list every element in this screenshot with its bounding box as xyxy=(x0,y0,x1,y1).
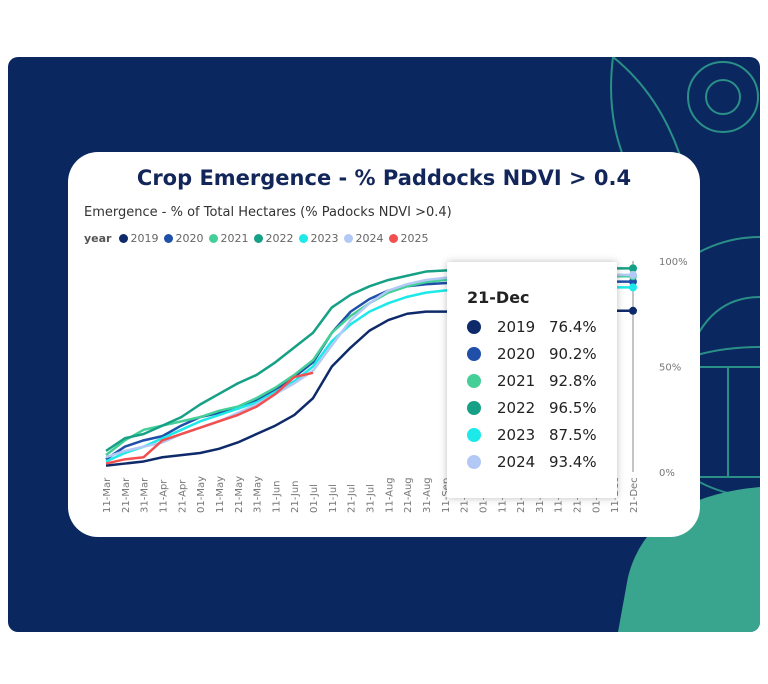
series-line-2025 xyxy=(105,371,314,465)
legend-label: 2025 xyxy=(400,232,429,245)
x-tick-label: 01-Jul xyxy=(309,484,320,513)
tooltip-year: 2020 xyxy=(497,345,536,363)
series-dot xyxy=(467,455,481,469)
x-tick-label: 01-May xyxy=(196,476,207,513)
y-tick-label: 100% xyxy=(659,257,688,268)
legend-label: 2022 xyxy=(265,232,294,245)
legend-dot xyxy=(119,234,129,243)
legend-label: 2020 xyxy=(175,232,204,245)
series-dot xyxy=(467,428,481,442)
legend-label: 2021 xyxy=(220,232,249,245)
tooltip-row: 2022 96.5% xyxy=(467,399,597,417)
legend-item-2022[interactable]: 2022 xyxy=(254,232,293,245)
legend-dot xyxy=(389,234,399,243)
y-tick-label: 50% xyxy=(659,363,681,374)
x-tick-label: 11-Jun xyxy=(271,480,282,513)
legend-title: year xyxy=(84,232,112,245)
x-tick-label: 11-Aug xyxy=(384,477,395,513)
legend-item-2023[interactable]: 2023 xyxy=(299,232,338,245)
x-tick-label: 31-Mar xyxy=(140,477,151,513)
x-tick-label: 21-May xyxy=(234,476,245,513)
legend: year 2019 2020 2021 2022 2023 2024 2025 xyxy=(84,232,428,245)
legend-dot xyxy=(299,234,309,243)
tooltip-row: 2019 76.4% xyxy=(467,318,597,336)
x-tick-label: 21-Apr xyxy=(177,479,188,513)
chart-title: Crop Emergence - % Paddocks NDVI > 0.4 xyxy=(136,166,632,190)
tooltip: 21-Dec 2019 76.4% 2020 90.2% 2021 92.8% 2022 96… xyxy=(447,262,617,498)
x-tick-label: 21-Aug xyxy=(403,477,414,513)
x-tick-label: 11-Apr xyxy=(158,479,169,513)
tooltip-value: 92.8% xyxy=(549,372,597,390)
legend-item-2024[interactable]: 2024 xyxy=(344,232,383,245)
legend-item-2021[interactable]: 2021 xyxy=(209,232,248,245)
x-tick-label: 21-Mar xyxy=(121,477,132,513)
legend-dot xyxy=(344,234,354,243)
tooltip-row: 2021 92.8% xyxy=(467,372,597,390)
tooltip-year: 2023 xyxy=(497,426,536,444)
tooltip-value: 93.4% xyxy=(549,453,597,471)
series-dot xyxy=(467,320,481,334)
x-tick-label: 11-May xyxy=(215,476,226,513)
legend-item-2020[interactable]: 2020 xyxy=(164,232,203,245)
x-tick-label: 21-Jun xyxy=(290,480,301,513)
x-tick-label: 31-May xyxy=(253,476,264,513)
y-tick-label: 0% xyxy=(659,468,675,479)
legend-dot xyxy=(254,234,264,243)
x-tick-label: 31-Aug xyxy=(422,477,433,513)
tooltip-row: 2020 90.2% xyxy=(467,345,597,363)
legend-label: 2019 xyxy=(130,232,159,245)
hover-point-2023 xyxy=(629,283,637,292)
x-tick-label: 21-Jul xyxy=(347,484,358,513)
legend-label: 2023 xyxy=(310,232,339,245)
series-dot xyxy=(467,347,481,361)
legend-dot xyxy=(209,234,219,243)
tooltip-row: 2024 93.4% xyxy=(467,453,597,471)
legend-item-2025[interactable]: 2025 xyxy=(389,232,428,245)
tooltip-year: 2019 xyxy=(497,318,536,336)
tooltip-year: 2022 xyxy=(497,399,536,417)
series-dot xyxy=(467,374,481,388)
tooltip-year: 2024 xyxy=(497,453,536,471)
hover-point-2020 xyxy=(629,277,637,286)
tooltip-value: 90.2% xyxy=(549,345,597,363)
hover-point-2019 xyxy=(629,306,637,315)
x-tick-label: 11-Sep xyxy=(441,478,452,513)
hover-point-2024 xyxy=(629,270,637,279)
x-tick-label: 11-Mar xyxy=(102,477,113,513)
tooltip-row: 2023 87.5% xyxy=(467,426,597,444)
series-dot xyxy=(467,401,481,415)
tooltip-value: 87.5% xyxy=(549,426,597,444)
x-tick-label: 31-Jul xyxy=(366,484,377,513)
x-tick-label: 11-Jul xyxy=(328,484,339,513)
tooltip-year: 2021 xyxy=(497,372,536,390)
x-tick-label: 21-Dec xyxy=(629,477,640,513)
legend-item-2019[interactable]: 2019 xyxy=(119,232,158,245)
legend-dot xyxy=(164,234,174,243)
hover-point-2022 xyxy=(629,264,637,273)
tooltip-title: 21-Dec xyxy=(467,288,530,307)
chart-subtitle: Emergence - % of Total Hectares (% Padoc… xyxy=(84,205,452,220)
tooltip-value: 96.5% xyxy=(549,399,597,417)
legend-label: 2024 xyxy=(355,232,384,245)
leaf-shape xyxy=(618,487,760,632)
tooltip-value: 76.4% xyxy=(549,318,597,336)
